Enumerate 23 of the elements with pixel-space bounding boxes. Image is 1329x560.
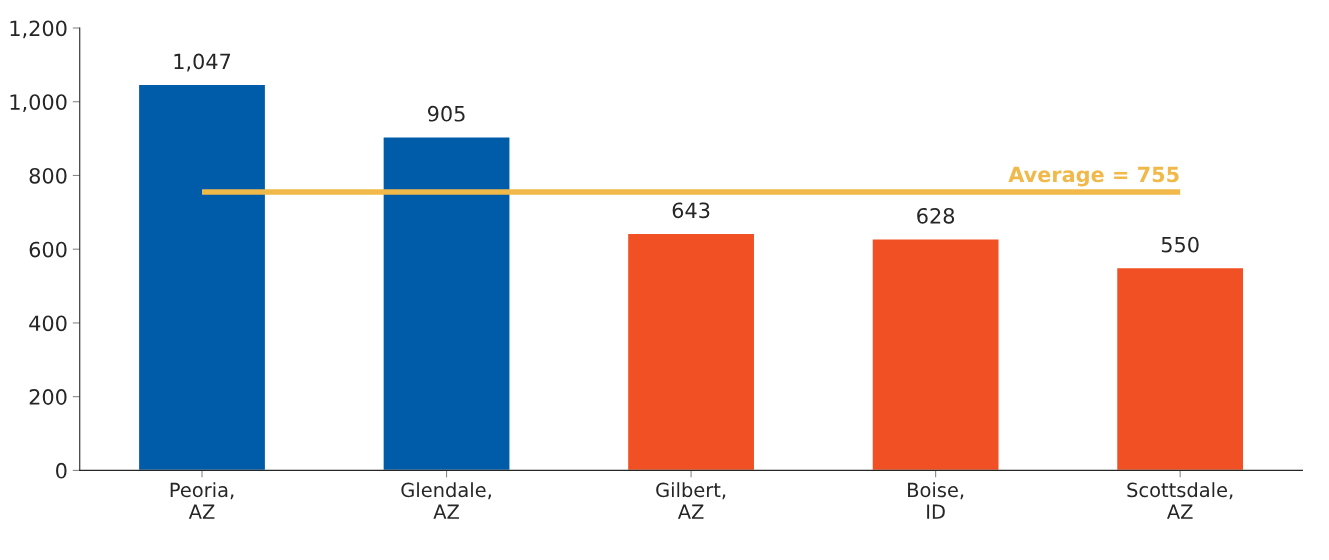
y-tick-label: 200 xyxy=(29,389,67,405)
bar xyxy=(382,136,511,471)
bar xyxy=(137,83,267,471)
data-label: 905 xyxy=(427,105,465,122)
y-tick-label: 0 xyxy=(56,462,67,479)
x-tick-label: Scottsdale, AZ xyxy=(1127,482,1233,519)
data-label: 643 xyxy=(672,202,710,219)
bar xyxy=(1115,266,1245,471)
ref-line-label: Average = 755 xyxy=(1008,166,1179,187)
x-tick-label: Gilbert, AZ xyxy=(656,482,726,519)
x-tick-label: Boise, ID xyxy=(908,482,964,519)
data-label: 550 xyxy=(1161,236,1199,253)
x-tick-label: Glendale, AZ xyxy=(401,482,491,519)
x-tick-label: Peoria, AZ xyxy=(170,482,234,519)
y-tick-label: 1,200 xyxy=(10,20,67,39)
bar xyxy=(626,232,756,471)
y-tick-label: 400 xyxy=(29,315,67,332)
data-label: 628 xyxy=(917,207,955,224)
y-tick-label: 1,000 xyxy=(10,94,67,113)
y-tick-label: 800 xyxy=(29,167,67,184)
y-tick-label: 600 xyxy=(29,241,67,258)
bar xyxy=(871,238,1000,471)
data-label: 1,047 xyxy=(174,53,231,72)
